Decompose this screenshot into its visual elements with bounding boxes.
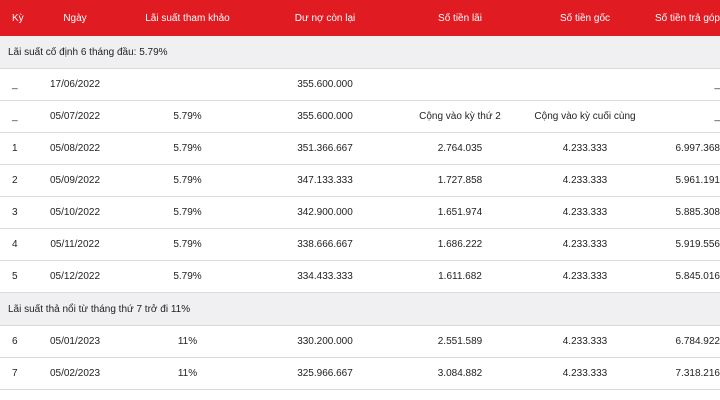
cell-ky: 3: [12, 207, 18, 218]
table-row: 4 05/11/2022 5.79% 338.666.667 1.686.222…: [0, 229, 720, 261]
cell-tien-goc: 4.233.333: [562, 239, 608, 250]
cell-tra-gop: _: [714, 111, 720, 122]
cell-ngay: 05/07/2022: [49, 111, 101, 122]
cell-ngay: 05/11/2022: [50, 239, 100, 250]
cell-ky: 6: [12, 336, 18, 347]
cell-tra-gop: 5.961.191: [675, 175, 720, 186]
header-tien-goc: Số tiền gốc: [559, 12, 611, 24]
cell-tien-lai: 2.551.589: [437, 336, 483, 347]
table-row: 7 05/02/2023 11% 325.966.667 3.084.882 4…: [0, 358, 720, 390]
cell-tien-goc: 4.233.333: [562, 336, 608, 347]
cell-tra-gop: 6.784.922: [675, 336, 720, 347]
cell-du-no: 325.966.667: [297, 368, 353, 379]
loan-schedule-table: Kỳ Ngày Lãi suất tham khảo Dư nợ còn lại…: [0, 0, 720, 390]
cell-du-no: 347.133.333: [297, 175, 353, 186]
cell-tien-goc: 4.233.333: [562, 368, 608, 379]
cell-tien-lai: 2.764.035: [437, 143, 483, 154]
cell-tra-gop: 6.997.368: [675, 143, 720, 154]
table-header: Kỳ Ngày Lãi suất tham khảo Dư nợ còn lại…: [0, 0, 720, 36]
table-row: 2 05/09/2022 5.79% 347.133.333 1.727.858…: [0, 165, 720, 197]
section-fixed-rate: Lãi suất cố định 6 tháng đầu: 5.79%: [0, 36, 720, 69]
header-ngay: Ngày: [63, 12, 87, 24]
cell-lai-suat: 5.79%: [173, 271, 202, 282]
cell-lai-suat: 11%: [177, 368, 198, 379]
header-ky: Kỳ: [12, 12, 24, 24]
table-row: _ 17/06/2022 355.600.000 _: [0, 69, 720, 101]
cell-tien-lai: 1.727.858: [437, 175, 483, 186]
cell-ngay: 05/08/2022: [49, 143, 101, 154]
cell-tien-lai: 1.651.974: [437, 207, 483, 218]
cell-du-no: 334.433.333: [297, 271, 353, 282]
cell-tien-goc: 4.233.333: [562, 175, 608, 186]
cell-du-no: 355.600.000: [297, 111, 353, 122]
section-floating-rate: Lãi suất thả nổi từ tháng thứ 7 trở đi 1…: [0, 293, 720, 326]
cell-ngay: 05/12/2022: [49, 271, 101, 282]
cell-du-no: 355.600.000: [297, 79, 353, 90]
cell-du-no: 351.366.667: [297, 143, 353, 154]
cell-ngay: 05/01/2023: [49, 336, 101, 347]
cell-tien-lai: 1.686.222: [437, 239, 483, 250]
header-lai-suat: Lãi suất tham khảo: [145, 12, 230, 24]
cell-ky: 1: [12, 143, 18, 154]
cell-tien-goc: 4.233.333: [562, 207, 608, 218]
cell-du-no: 342.900.000: [297, 207, 353, 218]
cell-lai-suat: 5.79%: [173, 143, 202, 154]
cell-lai-suat: 5.79%: [173, 207, 202, 218]
header-tra-gop: Số tiền trả góp: [654, 12, 720, 24]
cell-tien-lai: 1.611.682: [438, 271, 482, 282]
floating-rate-rows: 6 05/01/2023 11% 330.200.000 2.551.589 4…: [0, 326, 720, 390]
cell-ky: _: [12, 79, 18, 90]
cell-ngay: 17/06/2022: [49, 79, 101, 90]
cell-lai-suat: 5.79%: [173, 111, 202, 122]
cell-tien-lai: Cộng vào kỳ thứ 2: [419, 111, 501, 122]
table-row: _ 05/07/2022 5.79% 355.600.000 Cộng vào …: [0, 101, 720, 133]
cell-du-no: 338.666.667: [297, 239, 353, 250]
cell-lai-suat: 11%: [177, 336, 198, 347]
table-row: 3 05/10/2022 5.79% 342.900.000 1.651.974…: [0, 197, 720, 229]
cell-ngay: 05/02/2023: [49, 368, 101, 379]
cell-ky: _: [12, 111, 18, 122]
header-du-no: Dư nợ còn lại: [294, 12, 356, 24]
cell-tien-goc: 4.233.333: [562, 271, 608, 282]
cell-lai-suat: 5.79%: [173, 239, 202, 250]
cell-ngay: 05/10/2022: [49, 207, 101, 218]
cell-ky: 2: [12, 175, 18, 186]
table-row: 5 05/12/2022 5.79% 334.433.333 1.611.682…: [0, 261, 720, 293]
cell-tra-gop: 5.919.556: [675, 239, 720, 250]
cell-tien-goc: Cộng vào kỳ cuối cùng: [534, 111, 636, 122]
cell-ky: 5: [12, 271, 18, 282]
cell-tien-lai: 3.084.882: [437, 368, 483, 379]
cell-tra-gop: 7.318.216: [675, 368, 720, 379]
cell-ky: 7: [12, 368, 18, 379]
cell-tien-goc: 4.233.333: [562, 143, 608, 154]
cell-tra-gop: 5.845.016: [675, 271, 720, 282]
fixed-rate-rows: _ 17/06/2022 355.600.000 _ _ 05/07/2022 …: [0, 69, 720, 293]
cell-lai-suat: 5.79%: [173, 175, 202, 186]
cell-ky: 4: [12, 239, 18, 250]
cell-tra-gop: 5.885.308: [675, 207, 720, 218]
cell-tra-gop: _: [714, 79, 720, 90]
cell-du-no: 330.200.000: [297, 336, 353, 347]
table-row: 1 05/08/2022 5.79% 351.366.667 2.764.035…: [0, 133, 720, 165]
header-tien-lai: Số tiền lãi: [438, 12, 482, 24]
table-row: 6 05/01/2023 11% 330.200.000 2.551.589 4…: [0, 326, 720, 358]
cell-ngay: 05/09/2022: [49, 175, 101, 186]
